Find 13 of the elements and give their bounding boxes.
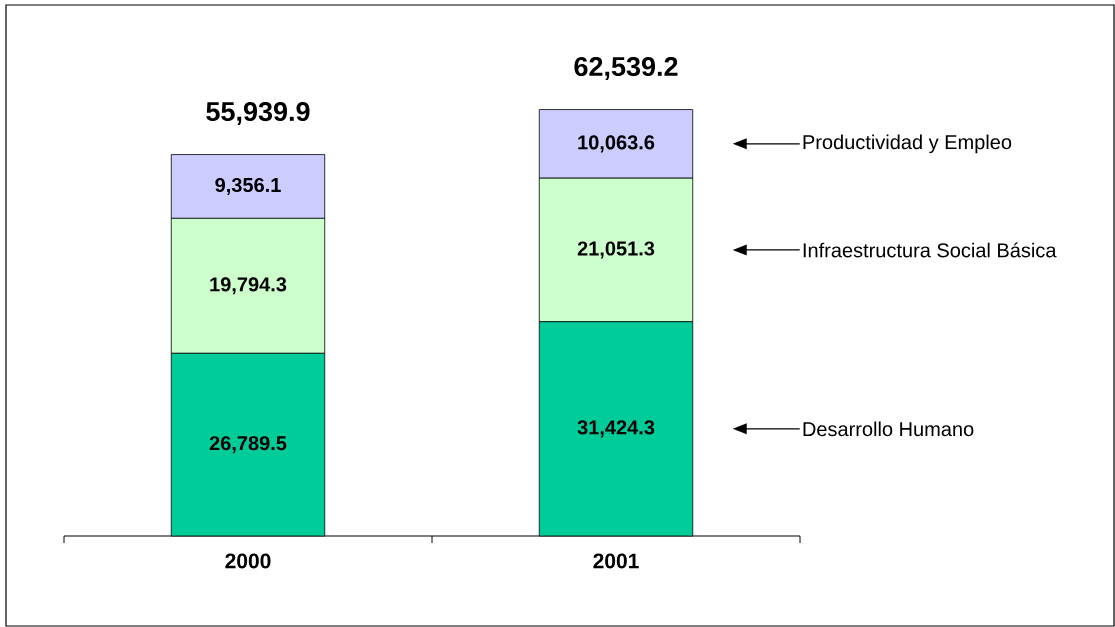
x-tick-label: 2000: [225, 553, 271, 569]
data-label: 21,051.3: [577, 241, 655, 259]
total-label: 62,539.2: [574, 56, 678, 81]
data-label: 19,794.3: [210, 277, 287, 295]
text: Desarrollo Humano: [803, 421, 974, 437]
data-label: 31,424.3: [577, 420, 655, 438]
data-label: 10,063.6: [578, 135, 655, 153]
x-tick-label: 2001: [593, 553, 639, 569]
data-label: 9,356.1: [215, 177, 281, 195]
data-label: 26,789.5: [209, 436, 287, 454]
text: Infraestructura Social Básica: [803, 242, 1057, 258]
text: Productividad y Empleo: [803, 134, 1012, 154]
total-label: 55,939.9: [206, 101, 310, 126]
